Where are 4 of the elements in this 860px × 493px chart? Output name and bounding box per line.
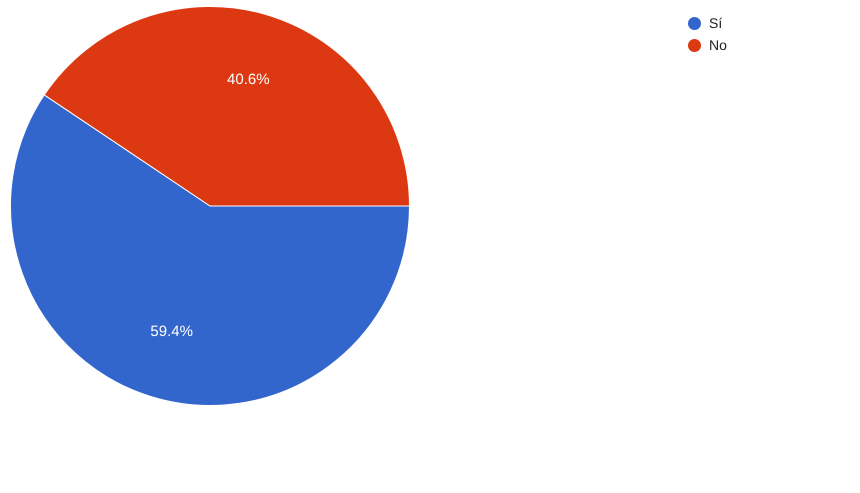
legend-label: No — [708, 36, 727, 55]
data-label: 59.4% — [150, 323, 193, 340]
legend-label: Sí — [708, 14, 724, 33]
data-label: 40.6% — [227, 71, 270, 88]
